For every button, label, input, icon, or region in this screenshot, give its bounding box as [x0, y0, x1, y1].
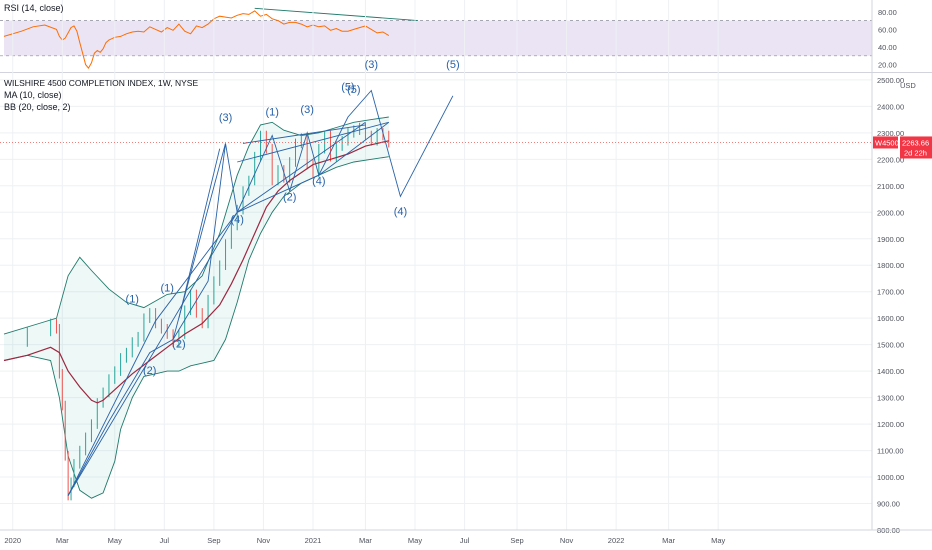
time-tick-label: Sep: [510, 536, 523, 545]
wave-label: (4): [312, 175, 325, 187]
price-tick-label: 1100.00: [877, 447, 904, 456]
price-tick-label: 1500.00: [877, 341, 904, 350]
price-tick-label: 1200.00: [877, 420, 904, 429]
elliott-wave-line: [67, 89, 454, 496]
price-tick-label: 2200.00: [877, 155, 904, 164]
wave-label: (5): [347, 84, 360, 96]
wave-label: (3): [219, 112, 232, 124]
symbol-badge: [873, 136, 898, 149]
elliott-wave-line: [67, 121, 390, 496]
rsi-tick-label: 80.00: [878, 8, 897, 17]
time-tick-label: Mar: [662, 536, 675, 545]
wave-label: (4): [394, 206, 407, 218]
last-price-badge: [900, 136, 932, 159]
rsi-divergence-line: [254, 7, 418, 22]
time-tick-label: May: [408, 536, 422, 545]
wave-label: (3): [365, 59, 378, 71]
price-tick-label: 1400.00: [877, 367, 904, 376]
rsi-tick-label: 20.00: [878, 61, 897, 70]
elliott-wave-line: [178, 148, 221, 319]
wave-label: (3): [300, 104, 313, 116]
ma-indicator-label: MA (10, close): [4, 90, 62, 100]
rsi-tick-label: 40.00: [878, 43, 897, 52]
price-tick-label: 1900.00: [877, 235, 904, 244]
wave-label: (5): [341, 81, 354, 93]
rsi-tick-label: 60.00: [878, 25, 897, 34]
price-tick-label: 1600.00: [877, 314, 904, 323]
price-tick-label: 900.00: [877, 500, 900, 509]
time-tick-label: May: [108, 536, 122, 545]
price-tick-label: 1700.00: [877, 288, 904, 297]
chart-title: WILSHIRE 4500 COMPLETION INDEX, 1W, NYSE: [4, 78, 199, 88]
wave-label: (2): [172, 338, 185, 350]
bb-indicator-label: BB (20, close, 2): [4, 102, 71, 112]
elliott-wave-line: [67, 212, 238, 496]
wave-label: (2): [283, 191, 296, 203]
price-tick-label: 2300.00: [877, 129, 904, 138]
time-tick-label: Mar: [359, 536, 372, 545]
price-tick-label: 1300.00: [877, 394, 904, 403]
wave-label: (1): [161, 283, 174, 295]
time-tick-label: Nov: [257, 536, 271, 545]
price-tick-label: 2000.00: [877, 208, 904, 217]
time-tick-label: Jul: [460, 536, 470, 545]
time-tick-label: Jul: [160, 536, 170, 545]
price-tick-label: 1800.00: [877, 261, 904, 270]
time-tick-label: May: [711, 536, 725, 545]
wave-label: (4): [230, 214, 243, 226]
elliott-wave-line: [237, 121, 389, 163]
time-tick-label: 2020: [4, 536, 21, 545]
elliott-wave-line: [236, 121, 366, 213]
time-tick-label: 2021: [305, 536, 322, 545]
price-tick-label: 2500.00: [877, 76, 904, 85]
symbol-badge-text: W4500: [875, 138, 899, 147]
wave-label: (1): [265, 107, 278, 119]
wave-label: (5): [446, 59, 459, 71]
wave-label: (2): [143, 365, 156, 377]
price-tick-label: 1000.00: [877, 473, 904, 482]
rsi-line: [3, 10, 390, 69]
ma-line: [3, 140, 389, 404]
time-tick-label: Sep: [207, 536, 220, 545]
countdown-text: 2d 22h: [904, 148, 927, 157]
time-tick-label: Mar: [56, 536, 69, 545]
price-tick-label: 2100.00: [877, 182, 904, 191]
rsi-band: [4, 20, 872, 56]
last-price-value: 2263.66: [902, 138, 929, 147]
price-tick-label: 2400.00: [877, 102, 904, 111]
time-tick-label: Nov: [560, 536, 574, 545]
elliott-wave-line: [242, 124, 366, 144]
rsi-label: RSI (14, close): [4, 3, 64, 13]
currency-label: USD: [900, 81, 916, 90]
time-tick-label: 2022: [608, 536, 625, 545]
wave-label: (1): [126, 293, 139, 305]
